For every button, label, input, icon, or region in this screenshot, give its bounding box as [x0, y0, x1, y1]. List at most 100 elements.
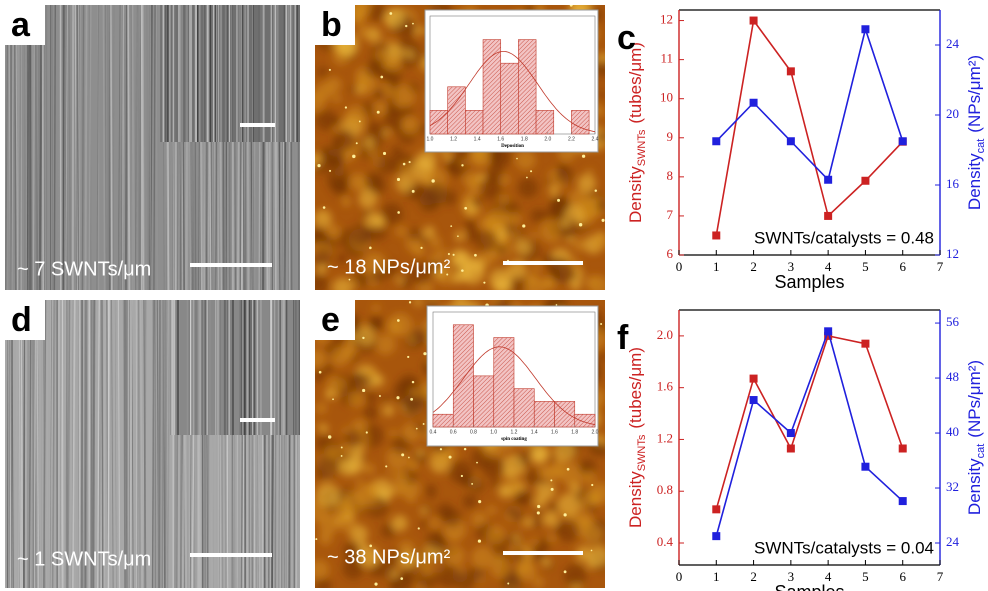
tube-streak	[6, 5, 10, 290]
particle	[457, 235, 459, 238]
afm-grain	[325, 224, 341, 239]
afm-grain	[409, 462, 418, 470]
afm-grain	[510, 230, 520, 240]
panel-label: f	[617, 319, 629, 357]
particle	[464, 206, 468, 210]
afm-grain	[321, 147, 345, 171]
afm-grain	[386, 468, 393, 475]
afm-grain	[342, 347, 355, 360]
afm-grain	[452, 274, 463, 284]
data-point	[749, 98, 758, 107]
histogram-bar	[482, 39, 502, 135]
particle	[537, 504, 541, 509]
afm-grain	[531, 538, 539, 546]
histogram-bar	[574, 413, 596, 428]
afm-grain	[429, 260, 442, 273]
particle	[516, 157, 518, 160]
tube-streak	[118, 300, 121, 588]
axis-label-unit: (NPs/μm²)	[965, 55, 984, 133]
fit-curve	[429, 51, 596, 133]
particle	[400, 577, 404, 580]
particle	[471, 482, 474, 485]
particle	[411, 189, 415, 193]
afm-grain	[342, 199, 351, 207]
afm-grain	[490, 558, 511, 579]
afm-grain	[394, 126, 404, 136]
tube-streak	[131, 5, 135, 290]
afm-grain	[595, 199, 605, 212]
particle	[389, 12, 393, 15]
tube-streak	[98, 300, 102, 588]
tube-streak	[43, 5, 46, 290]
afm-grain	[537, 537, 551, 552]
data-point	[861, 462, 870, 471]
afm-grain	[598, 352, 605, 361]
tube-streak	[149, 5, 152, 290]
tube-streak	[127, 5, 131, 290]
y-tick-label: 8	[667, 168, 674, 183]
particle	[581, 154, 586, 158]
data-point	[824, 211, 833, 220]
afm-grain	[412, 244, 425, 257]
axis-label-subscript: SWNTs	[636, 434, 648, 471]
particle	[569, 5, 573, 7]
afm-grain	[588, 545, 605, 567]
tube-streak	[65, 5, 68, 290]
afm-grain	[410, 327, 428, 346]
label-background	[315, 300, 355, 340]
tube-streak	[79, 5, 81, 290]
particle	[397, 211, 400, 214]
histogram-bar	[432, 413, 454, 428]
data-point	[712, 532, 721, 541]
particle	[365, 431, 368, 434]
afm-grain	[477, 172, 486, 181]
afm-grain	[382, 404, 395, 417]
afm-grain	[364, 391, 378, 404]
tube-streak	[57, 5, 60, 290]
afm-grain	[370, 269, 385, 283]
particle	[563, 513, 567, 517]
afm-grain	[544, 465, 561, 482]
panel-label: c	[617, 19, 636, 57]
afm-grain	[507, 260, 527, 280]
afm-grain	[441, 151, 452, 161]
afm-grain	[408, 386, 421, 399]
y-tick-label: 9	[667, 129, 674, 144]
afm-grain	[517, 561, 537, 582]
y-tick-label: 11	[660, 51, 673, 66]
tube-streak	[109, 5, 113, 290]
afm-grain	[501, 454, 526, 478]
series-line	[715, 334, 904, 510]
afm-grain	[443, 508, 462, 527]
histogram-bar	[500, 62, 519, 135]
particle	[476, 461, 478, 464]
afm-grain	[479, 250, 496, 266]
x-tick-label: 6	[899, 569, 906, 584]
particle	[408, 301, 412, 304]
tube-streak	[101, 300, 104, 588]
histogram-bar	[535, 110, 555, 135]
particle	[317, 164, 321, 168]
afm-grain	[374, 48, 389, 62]
afm-grain	[363, 405, 378, 421]
annotation: ~ 7 SWNTs/μm	[17, 258, 151, 280]
afm-grain	[324, 389, 335, 400]
afm-grain	[542, 209, 552, 219]
afm-grain	[336, 253, 348, 265]
afm-grain	[371, 303, 381, 313]
particle	[382, 151, 387, 156]
tube-streak	[64, 300, 68, 588]
x-tick-label: 1.8	[571, 429, 578, 435]
particle	[385, 465, 388, 468]
afm-grain	[316, 456, 339, 479]
axis-label: DensitySWNTs (tubes/μm)	[626, 42, 647, 223]
tube-streak	[15, 5, 18, 290]
afm-grain	[505, 506, 517, 517]
histogram-bar	[447, 86, 466, 135]
y-tick-label: 7	[667, 207, 674, 222]
histogram-bar	[493, 337, 515, 428]
afm-grain	[498, 193, 510, 206]
particle	[422, 423, 425, 425]
x-tick-label: 4	[825, 569, 832, 584]
afm-grain	[349, 372, 369, 392]
